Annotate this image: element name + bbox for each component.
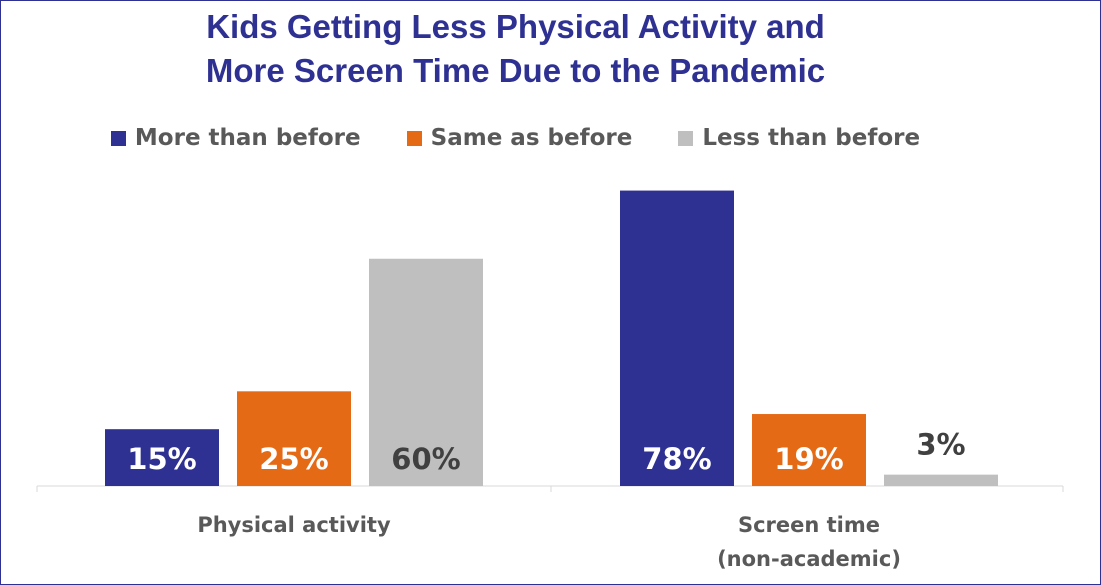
category-label-1-line-1: Physical activity [197,513,391,537]
category-label-2-line-2: (non-academic) [717,547,901,571]
chart-title-line-2: More Screen Time Due to the Pandemic [205,52,826,89]
data-label-more-1: 15% [127,442,196,476]
bar-more-2 [620,190,734,486]
bar-more-1 [105,429,219,486]
data-label-less-1: 60% [391,442,460,476]
category-label-2-line-1: Screen time [738,513,880,537]
data-label-more-2: 78% [642,442,711,476]
data-label-less-2: 3% [916,428,965,462]
data-label-same-2: 19% [774,442,843,476]
legend-swatch-more [110,130,126,146]
legend-swatch-same [406,130,422,146]
legend-label-more: More than before [134,125,361,151]
data-label-same-1: 25% [259,442,328,476]
legend-label-less: Less than before [702,125,921,151]
chart-title-line-1: Kids Getting Less Physical Activity and [206,8,825,45]
legend-label-same: Same as before [430,125,633,151]
bar-less-1 [369,258,483,486]
chart-legend: More than before Same as before Less tha… [1,125,1030,151]
bar-same-2 [752,414,866,486]
bar-less-2 [884,474,998,486]
legend-item-less: Less than before [678,125,920,151]
legend-item-same: Same as before [406,125,633,151]
bar-same-1 [237,391,351,486]
legend-swatch-less [678,130,694,146]
chart-title: Kids Getting Less Physical Activity and … [1,5,1030,93]
legend-item-more: More than before [110,125,361,151]
